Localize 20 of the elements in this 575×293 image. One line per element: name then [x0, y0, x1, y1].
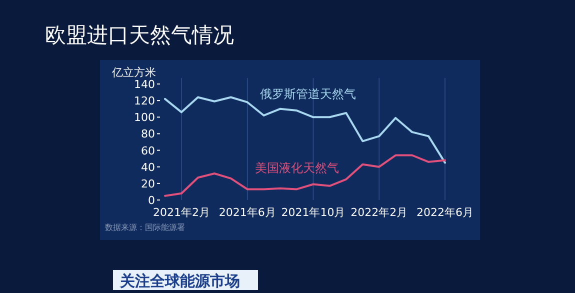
- x-tick-label: 2022年6月: [416, 206, 474, 219]
- x-tick-label: 2021年2月: [152, 206, 210, 219]
- series-label: 俄罗斯管道天然气: [260, 87, 356, 101]
- y-tick-label: 120: [134, 94, 155, 108]
- text: 关注全球能源市场: [119, 272, 240, 290]
- source-note: 数据来源：国际能源署: [105, 223, 185, 232]
- y-tick-label: 60: [141, 144, 155, 158]
- y-tick-label: 140: [134, 78, 155, 91]
- line-series: [164, 154, 446, 197]
- y-tick-label: 40: [141, 160, 155, 174]
- chart-title: 欧盟进口天然气情况: [45, 23, 234, 47]
- y-tick-label: 20: [141, 177, 155, 190]
- y-tick-label: 80: [141, 128, 155, 141]
- series-label: 美国液化天然气: [255, 161, 339, 175]
- y-tick-label: 0: [148, 194, 155, 207]
- x-tick-label: 2022年2月: [350, 206, 408, 219]
- y-tick-label: 100: [134, 111, 155, 124]
- y-axis-title: 亿立方米: [111, 66, 156, 79]
- x-tick-label: 2021年6月: [218, 206, 276, 219]
- x-tick-label: 2021年10月: [281, 206, 346, 219]
